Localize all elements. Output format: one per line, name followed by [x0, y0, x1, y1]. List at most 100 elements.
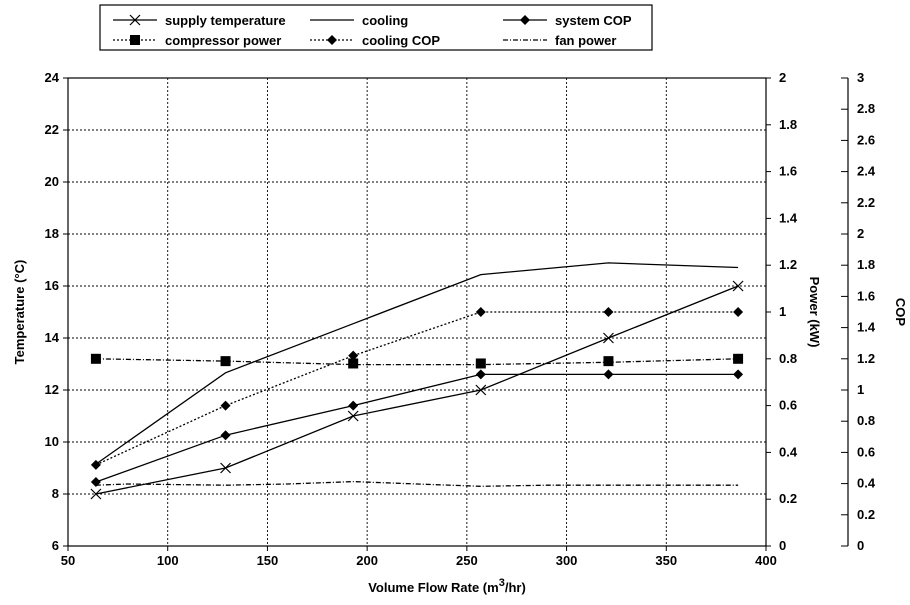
- legend-swatch-marker: [130, 35, 140, 45]
- x-axis-title: Volume Flow Rate (m3/hr): [368, 577, 526, 595]
- y-left-tick-label: 10: [45, 434, 59, 449]
- y-left-tick-label: 16: [45, 278, 59, 293]
- y-left-tick-label: 22: [45, 122, 59, 137]
- x-tick-label: 150: [257, 553, 279, 568]
- series-compressor-power-point: [603, 356, 614, 367]
- y-cop-tick-label: 2.4: [857, 164, 876, 179]
- y-left-tick-label: 20: [45, 174, 59, 189]
- legend-swatch-marker: [327, 35, 337, 45]
- y-cop-tick-label: 1.8: [857, 257, 875, 272]
- y-axis-title-temperature: Temperature (°C): [12, 260, 27, 365]
- y-power-tick-label: 0.8: [779, 351, 797, 366]
- axes: 50 100 150 200 250 300 350 40068101214161820222…: [45, 70, 876, 568]
- legend-swatch-marker: [129, 14, 141, 26]
- x-tick-label: 50: [61, 553, 75, 568]
- series-system-cop-point: [733, 369, 744, 380]
- legend-swatch-marker: [520, 15, 530, 25]
- legend-entry: fan power: [503, 33, 616, 48]
- y-cop-tick-label: 2: [857, 226, 864, 241]
- y-power-tick-label: 0: [779, 538, 786, 553]
- y-cop-tick-label: 0.4: [857, 476, 876, 491]
- series-cooling: [95, 262, 739, 465]
- legend-entry: cooling COP: [310, 33, 440, 48]
- y-cop-tick-label: 3: [857, 70, 864, 85]
- y-cop-tick-label: 1.2: [857, 351, 875, 366]
- y-left-tick-label: 24: [45, 70, 60, 85]
- series-system-cop-point: [475, 369, 486, 380]
- series-system-cop: [90, 369, 744, 488]
- y-cop-tick-label: 0: [857, 538, 864, 553]
- x-tick-label: 100: [157, 553, 179, 568]
- x-tick-label: 250: [456, 553, 478, 568]
- legend-entry: compressor power: [113, 33, 281, 48]
- series-compressor-power-dotted-line: [95, 358, 739, 366]
- series-supply-temperature-point: [347, 410, 359, 422]
- y-power-tick-label: 1.6: [779, 164, 797, 179]
- series-system-cop-point: [220, 430, 231, 441]
- x-tick-label: 200: [356, 553, 378, 568]
- legend-label: fan power: [555, 33, 616, 48]
- series-cooling-cop-point: [348, 350, 359, 361]
- legend-entry: cooling: [310, 13, 408, 28]
- legend-entry: system COP: [503, 13, 632, 28]
- x-tick-label: 350: [655, 553, 677, 568]
- y-cop-tick-label: 0.2: [857, 507, 875, 522]
- series-supply-temperature-point: [220, 462, 231, 474]
- series-supply-temperature-point: [603, 332, 614, 344]
- grid: [68, 78, 766, 546]
- y-left-tick-label: 12: [45, 382, 59, 397]
- legend-label: supply temperature: [165, 13, 286, 28]
- y-cop-tick-label: 0.8: [857, 413, 875, 428]
- series-cooling-cop-point: [733, 307, 744, 317]
- series-cooling-cop-point: [475, 307, 486, 317]
- series-supply-temperature-point: [732, 280, 744, 292]
- y-power-tick-label: 1.8: [779, 117, 797, 132]
- y-power-tick-label: 1.4: [779, 210, 798, 225]
- series-supply-temperature-point: [90, 488, 102, 500]
- series-compressor-power-point: [475, 358, 486, 369]
- y-power-tick-label: 1.2: [779, 257, 797, 272]
- series-compressor-power-dotted: [95, 358, 739, 366]
- x-tick-label: 300: [556, 553, 578, 568]
- series-system-cop-point: [603, 369, 614, 380]
- legend-box: [99, 4, 653, 51]
- series-system-cop-point: [348, 400, 359, 411]
- series-compressor-power-point: [348, 358, 359, 369]
- series-compressor-power: [90, 353, 744, 369]
- series-compressor-power-point: [220, 356, 231, 367]
- series-cooling-cop-point: [90, 459, 101, 470]
- y-cop-tick-label: 2.6: [857, 132, 875, 147]
- y-power-tick-label: 1: [779, 304, 786, 319]
- y-axis-title-cop: COP: [893, 298, 908, 327]
- legend: supply temperature cooling system COP compr…: [99, 4, 653, 51]
- series-cooling-line: [95, 262, 739, 465]
- legend-label: system COP: [555, 13, 632, 28]
- x-tick-label: 400: [755, 553, 777, 568]
- legend-entry: supply temperature: [113, 13, 286, 28]
- series-cooling-cop-point: [603, 307, 614, 317]
- y-power-tick-label: 0.4: [779, 444, 798, 459]
- y-left-tick-label: 8: [52, 486, 59, 501]
- y-left-tick-label: 14: [45, 330, 60, 345]
- series-fan-power-line: [95, 480, 739, 487]
- y-left-tick-label: 18: [45, 226, 59, 241]
- y-cop-tick-label: 1.4: [857, 320, 876, 335]
- y-power-tick-label: 0.2: [779, 491, 797, 506]
- y-cop-tick-label: 1: [857, 382, 864, 397]
- series-system-cop-line: [95, 373, 739, 483]
- legend-label: cooling COP: [362, 33, 440, 48]
- legend-label: cooling: [362, 13, 408, 28]
- y-axis-title-power: Power (kW): [807, 277, 822, 348]
- y-cop-tick-label: 2.2: [857, 195, 875, 210]
- y-cop-tick-label: 0.6: [857, 444, 875, 459]
- y-power-tick-label: 2: [779, 70, 786, 85]
- y-cop-tick-label: 1.6: [857, 288, 875, 303]
- series-layer: [90, 262, 744, 500]
- y-cop-tick-label: 2.8: [857, 101, 875, 116]
- series-supply-temperature-line: [95, 285, 739, 495]
- series-supply-temperature-point: [475, 384, 487, 396]
- plot-frame: [67, 77, 767, 547]
- y-left-tick-label: 6: [52, 538, 59, 553]
- y-power-tick-label: 0.6: [779, 398, 797, 413]
